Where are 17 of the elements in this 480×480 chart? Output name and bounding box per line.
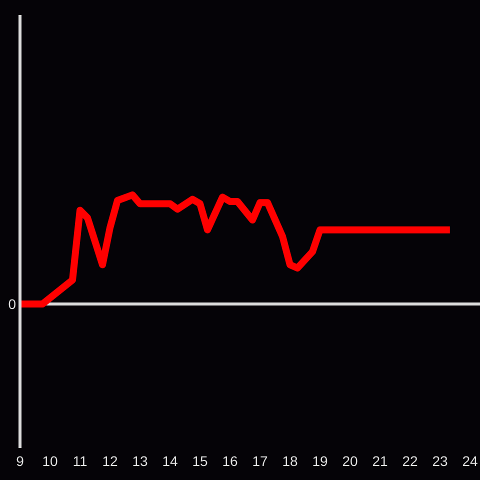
x-tick-label: 13 <box>132 452 148 469</box>
x-tick-label: 18 <box>282 452 298 469</box>
x-tick-label: 10 <box>42 452 58 469</box>
x-tick-label: 12 <box>102 452 118 469</box>
x-tick-label: 22 <box>402 452 418 469</box>
x-tick-label: 16 <box>222 452 238 469</box>
x-tick-label: 17 <box>252 452 268 469</box>
x-tick-label: 11 <box>72 452 88 469</box>
x-tick-label: 9 <box>16 452 24 469</box>
x-tick-label: 19 <box>312 452 328 469</box>
x-tick-label: 21 <box>372 452 388 469</box>
x-tick-label: 14 <box>162 452 178 469</box>
x-tick-label: 24 <box>462 452 478 469</box>
x-tick-label: 20 <box>342 452 358 469</box>
x-tick-label: 15 <box>192 452 208 469</box>
x-tick-label: 23 <box>432 452 448 469</box>
annotation: 0 <box>8 296 16 312</box>
